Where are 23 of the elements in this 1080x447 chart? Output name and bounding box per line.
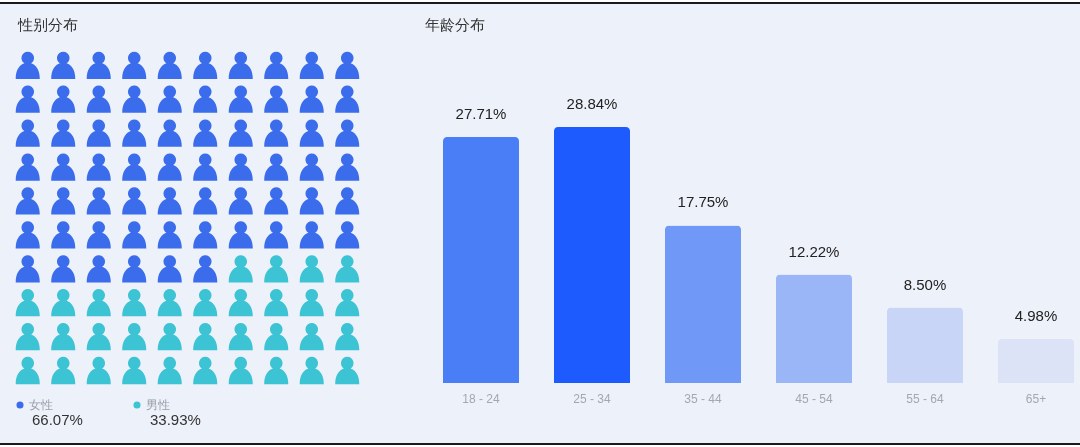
bar [664,225,742,383]
data-label: 66.07% [32,411,83,429]
text: 性别分布 [17,16,78,33]
data-label: 12.22% [788,242,840,260]
x-tick-label: 18 - 24 [462,391,501,406]
chart-title: 年龄分布 [425,16,485,33]
data-label: 28.84% [566,95,618,112]
data-label: 4.98% [1014,306,1058,324]
data-label: 17.75% [677,193,729,211]
x-tick-label: 65+ [1025,391,1047,406]
bar [443,137,520,383]
legend-label: 女性 [29,398,53,412]
x-tick-label: 35 - 44 [684,391,723,406]
bar [886,307,964,383]
data-label: 27.71% [455,105,507,123]
data-label: 8.50% [903,275,947,293]
x-tick-label: 25 - 34 [573,391,612,406]
data-label: 33.93% [150,411,201,429]
x-tick-label: 45 - 54 [795,391,833,406]
x-tick-label: 55 - 64 [906,391,944,406]
bar [553,127,631,383]
legend-label: 男性 [146,398,170,412]
bar [775,274,853,383]
